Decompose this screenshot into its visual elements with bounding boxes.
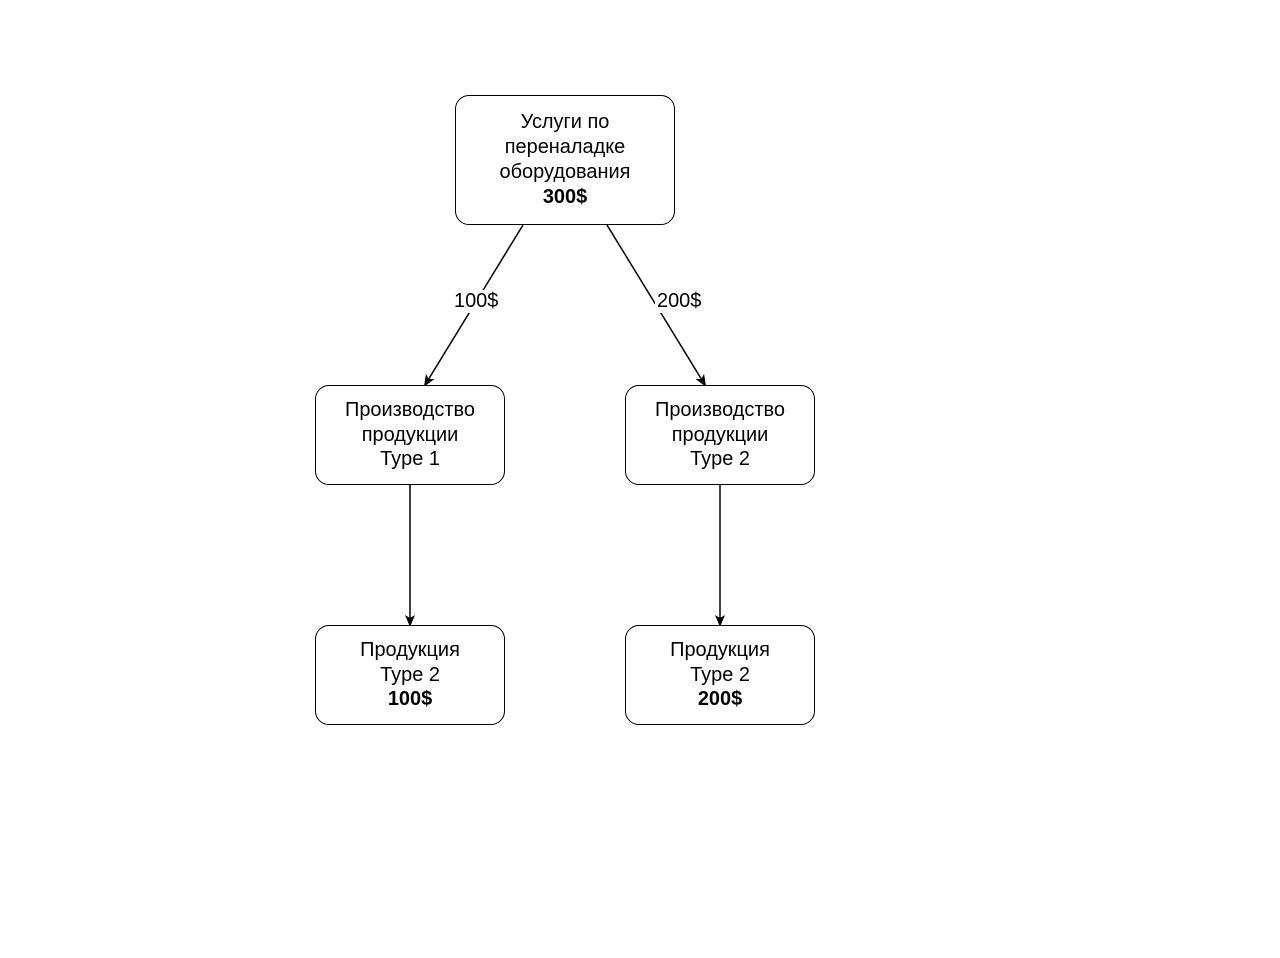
node-prod2: Производство продукции Type 2 xyxy=(625,385,815,485)
node-root-value: 300$ xyxy=(543,185,587,210)
edge-label-1: 200$ xyxy=(655,290,703,313)
node-out1: Продукция Type 2 100$ xyxy=(315,625,505,725)
node-out2-line1: Продукция xyxy=(670,638,770,663)
node-prod1-line1: Производство xyxy=(345,398,475,423)
node-out2: Продукция Type 2 200$ xyxy=(625,625,815,725)
node-out2-line2: Type 2 xyxy=(690,663,750,688)
node-out1-value: 100$ xyxy=(388,687,432,712)
node-prod1-line3: Type 1 xyxy=(380,447,440,472)
node-root-line2: переналадке xyxy=(505,135,626,160)
node-root-line1: Услуги по xyxy=(521,110,610,135)
node-prod2-line2: продукции xyxy=(672,423,769,448)
edge-label-0: 100$ xyxy=(452,290,500,313)
diagram-canvas: Услуги по переналадке оборудования 300$ … xyxy=(0,0,1280,958)
node-root: Услуги по переналадке оборудования 300$ xyxy=(455,95,675,225)
node-out1-line1: Продукция xyxy=(360,638,460,663)
node-prod2-line1: Производство xyxy=(655,398,785,423)
node-prod1: Производство продукции Type 1 xyxy=(315,385,505,485)
node-prod2-line3: Type 2 xyxy=(690,447,750,472)
node-prod1-line2: продукции xyxy=(362,423,459,448)
node-out1-line2: Type 2 xyxy=(380,663,440,688)
node-out2-value: 200$ xyxy=(698,687,742,712)
node-root-line3: оборудования xyxy=(500,160,631,185)
